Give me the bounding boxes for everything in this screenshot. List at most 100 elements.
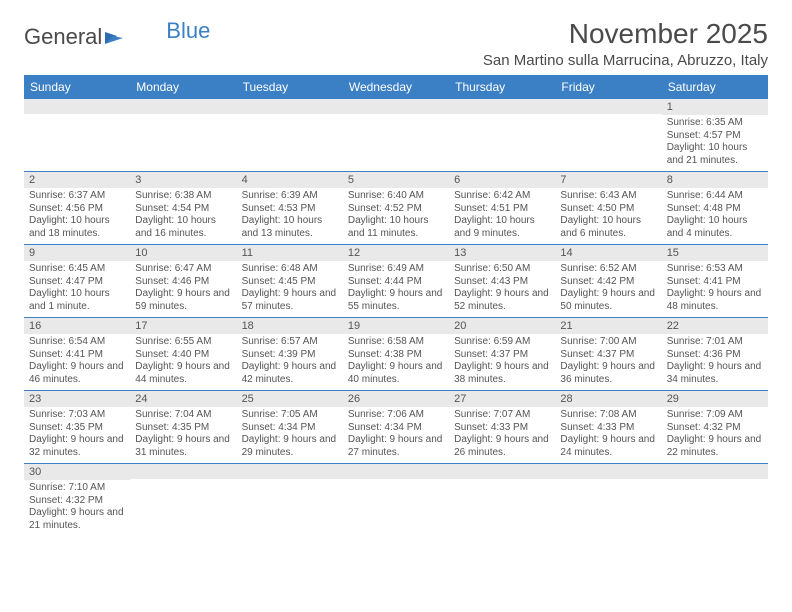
day-details: Sunrise: 6:53 AMSunset: 4:41 PMDaylight:… [662,261,768,317]
daylight-text: Daylight: 10 hours and 18 minutes. [29,215,125,240]
sunrise-text: Sunrise: 6:55 AM [135,336,231,349]
sunrise-text: Sunrise: 7:00 AM [560,336,656,349]
calendar-cell: 30Sunrise: 7:10 AMSunset: 4:32 PMDayligh… [24,464,130,537]
sunset-text: Sunset: 4:50 PM [560,203,656,216]
daylight-text: Daylight: 9 hours and 59 minutes. [135,288,231,313]
day-number: 24 [130,391,236,407]
calendar-week-row: 1Sunrise: 6:35 AMSunset: 4:57 PMDaylight… [24,99,768,172]
day-number [237,464,343,479]
brand-logo: General Blue [24,24,210,50]
calendar-cell: 21Sunrise: 7:00 AMSunset: 4:37 PMDayligh… [555,318,661,391]
day-number: 14 [555,245,661,261]
daylight-text: Daylight: 10 hours and 1 minute. [29,288,125,313]
sunrise-text: Sunrise: 7:04 AM [135,409,231,422]
calendar-cell-blank [237,99,343,172]
calendar-cell-blank [449,99,555,172]
flag-icon [102,24,126,50]
day-number: 9 [24,245,130,261]
daylight-text: Daylight: 9 hours and 31 minutes. [135,434,231,459]
weekday-header: Wednesday [343,75,449,99]
calendar-cell-blank [555,464,661,537]
calendar-cell: 18Sunrise: 6:57 AMSunset: 4:39 PMDayligh… [237,318,343,391]
day-number [130,464,236,479]
day-details: Sunrise: 6:55 AMSunset: 4:40 PMDaylight:… [130,334,236,390]
calendar-cell: 15Sunrise: 6:53 AMSunset: 4:41 PMDayligh… [662,245,768,318]
sunset-text: Sunset: 4:44 PM [348,276,444,289]
daylight-text: Daylight: 9 hours and 52 minutes. [454,288,550,313]
calendar-cell-blank [237,464,343,537]
sunset-text: Sunset: 4:40 PM [135,349,231,362]
calendar-cell: 7Sunrise: 6:43 AMSunset: 4:50 PMDaylight… [555,172,661,245]
sunrise-text: Sunrise: 7:08 AM [560,409,656,422]
daylight-text: Daylight: 9 hours and 38 minutes. [454,361,550,386]
day-number: 27 [449,391,555,407]
sunset-text: Sunset: 4:32 PM [29,495,125,508]
sunrise-text: Sunrise: 6:37 AM [29,190,125,203]
sunrise-text: Sunrise: 6:52 AM [560,263,656,276]
weekday-header: Monday [130,75,236,99]
calendar-week-row: 23Sunrise: 7:03 AMSunset: 4:35 PMDayligh… [24,391,768,464]
sunrise-text: Sunrise: 6:40 AM [348,190,444,203]
calendar-table: SundayMondayTuesdayWednesdayThursdayFrid… [24,75,768,536]
calendar-cell: 20Sunrise: 6:59 AMSunset: 4:37 PMDayligh… [449,318,555,391]
calendar-body: 1Sunrise: 6:35 AMSunset: 4:57 PMDaylight… [24,99,768,536]
calendar-week-row: 30Sunrise: 7:10 AMSunset: 4:32 PMDayligh… [24,464,768,537]
sunset-text: Sunset: 4:48 PM [667,203,763,216]
day-details: Sunrise: 7:10 AMSunset: 4:32 PMDaylight:… [24,480,130,536]
day-details: Sunrise: 6:40 AMSunset: 4:52 PMDaylight:… [343,188,449,244]
day-number: 1 [662,99,768,115]
calendar-cell: 14Sunrise: 6:52 AMSunset: 4:42 PMDayligh… [555,245,661,318]
daylight-text: Daylight: 10 hours and 9 minutes. [454,215,550,240]
calendar-cell: 2Sunrise: 6:37 AMSunset: 4:56 PMDaylight… [24,172,130,245]
calendar-cell-blank [130,464,236,537]
title-block: November 2025 San Martino sulla Marrucin… [483,18,768,69]
sunset-text: Sunset: 4:51 PM [454,203,550,216]
sunrise-text: Sunrise: 7:06 AM [348,409,444,422]
location-subtitle: San Martino sulla Marrucina, Abruzzo, It… [483,52,768,69]
brand-part1: General [24,24,102,50]
day-details: Sunrise: 6:35 AMSunset: 4:57 PMDaylight:… [662,115,768,171]
calendar-cell-blank [555,99,661,172]
calendar-cell: 22Sunrise: 7:01 AMSunset: 4:36 PMDayligh… [662,318,768,391]
daylight-text: Daylight: 10 hours and 13 minutes. [242,215,338,240]
day-details: Sunrise: 7:04 AMSunset: 4:35 PMDaylight:… [130,407,236,463]
sunset-text: Sunset: 4:56 PM [29,203,125,216]
day-details: Sunrise: 6:49 AMSunset: 4:44 PMDaylight:… [343,261,449,317]
sunrise-text: Sunrise: 7:09 AM [667,409,763,422]
sunrise-text: Sunrise: 7:07 AM [454,409,550,422]
calendar-cell-blank [24,99,130,172]
sunset-text: Sunset: 4:42 PM [560,276,656,289]
day-details: Sunrise: 6:37 AMSunset: 4:56 PMDaylight:… [24,188,130,244]
daylight-text: Daylight: 9 hours and 27 minutes. [348,434,444,459]
day-details: Sunrise: 7:08 AMSunset: 4:33 PMDaylight:… [555,407,661,463]
sunset-text: Sunset: 4:34 PM [348,422,444,435]
calendar-cell: 9Sunrise: 6:45 AMSunset: 4:47 PMDaylight… [24,245,130,318]
day-details: Sunrise: 7:09 AMSunset: 4:32 PMDaylight:… [662,407,768,463]
day-number: 21 [555,318,661,334]
day-number: 13 [449,245,555,261]
day-number: 6 [449,172,555,188]
sunrise-text: Sunrise: 6:48 AM [242,263,338,276]
day-details: Sunrise: 6:38 AMSunset: 4:54 PMDaylight:… [130,188,236,244]
weekday-header: Tuesday [237,75,343,99]
sunset-text: Sunset: 4:57 PM [667,130,763,143]
sunset-text: Sunset: 4:34 PM [242,422,338,435]
day-number: 25 [237,391,343,407]
calendar-cell: 8Sunrise: 6:44 AMSunset: 4:48 PMDaylight… [662,172,768,245]
brand-part2: Blue [166,18,210,44]
daylight-text: Daylight: 9 hours and 34 minutes. [667,361,763,386]
calendar-cell: 24Sunrise: 7:04 AMSunset: 4:35 PMDayligh… [130,391,236,464]
calendar-cell: 13Sunrise: 6:50 AMSunset: 4:43 PMDayligh… [449,245,555,318]
day-details: Sunrise: 6:44 AMSunset: 4:48 PMDaylight:… [662,188,768,244]
day-details: Sunrise: 6:50 AMSunset: 4:43 PMDaylight:… [449,261,555,317]
calendar-cell: 10Sunrise: 6:47 AMSunset: 4:46 PMDayligh… [130,245,236,318]
daylight-text: Daylight: 9 hours and 42 minutes. [242,361,338,386]
day-number: 22 [662,318,768,334]
sunset-text: Sunset: 4:36 PM [667,349,763,362]
daylight-text: Daylight: 9 hours and 40 minutes. [348,361,444,386]
sunset-text: Sunset: 4:39 PM [242,349,338,362]
weekday-header: Friday [555,75,661,99]
day-number: 20 [449,318,555,334]
sunset-text: Sunset: 4:46 PM [135,276,231,289]
day-number: 30 [24,464,130,480]
